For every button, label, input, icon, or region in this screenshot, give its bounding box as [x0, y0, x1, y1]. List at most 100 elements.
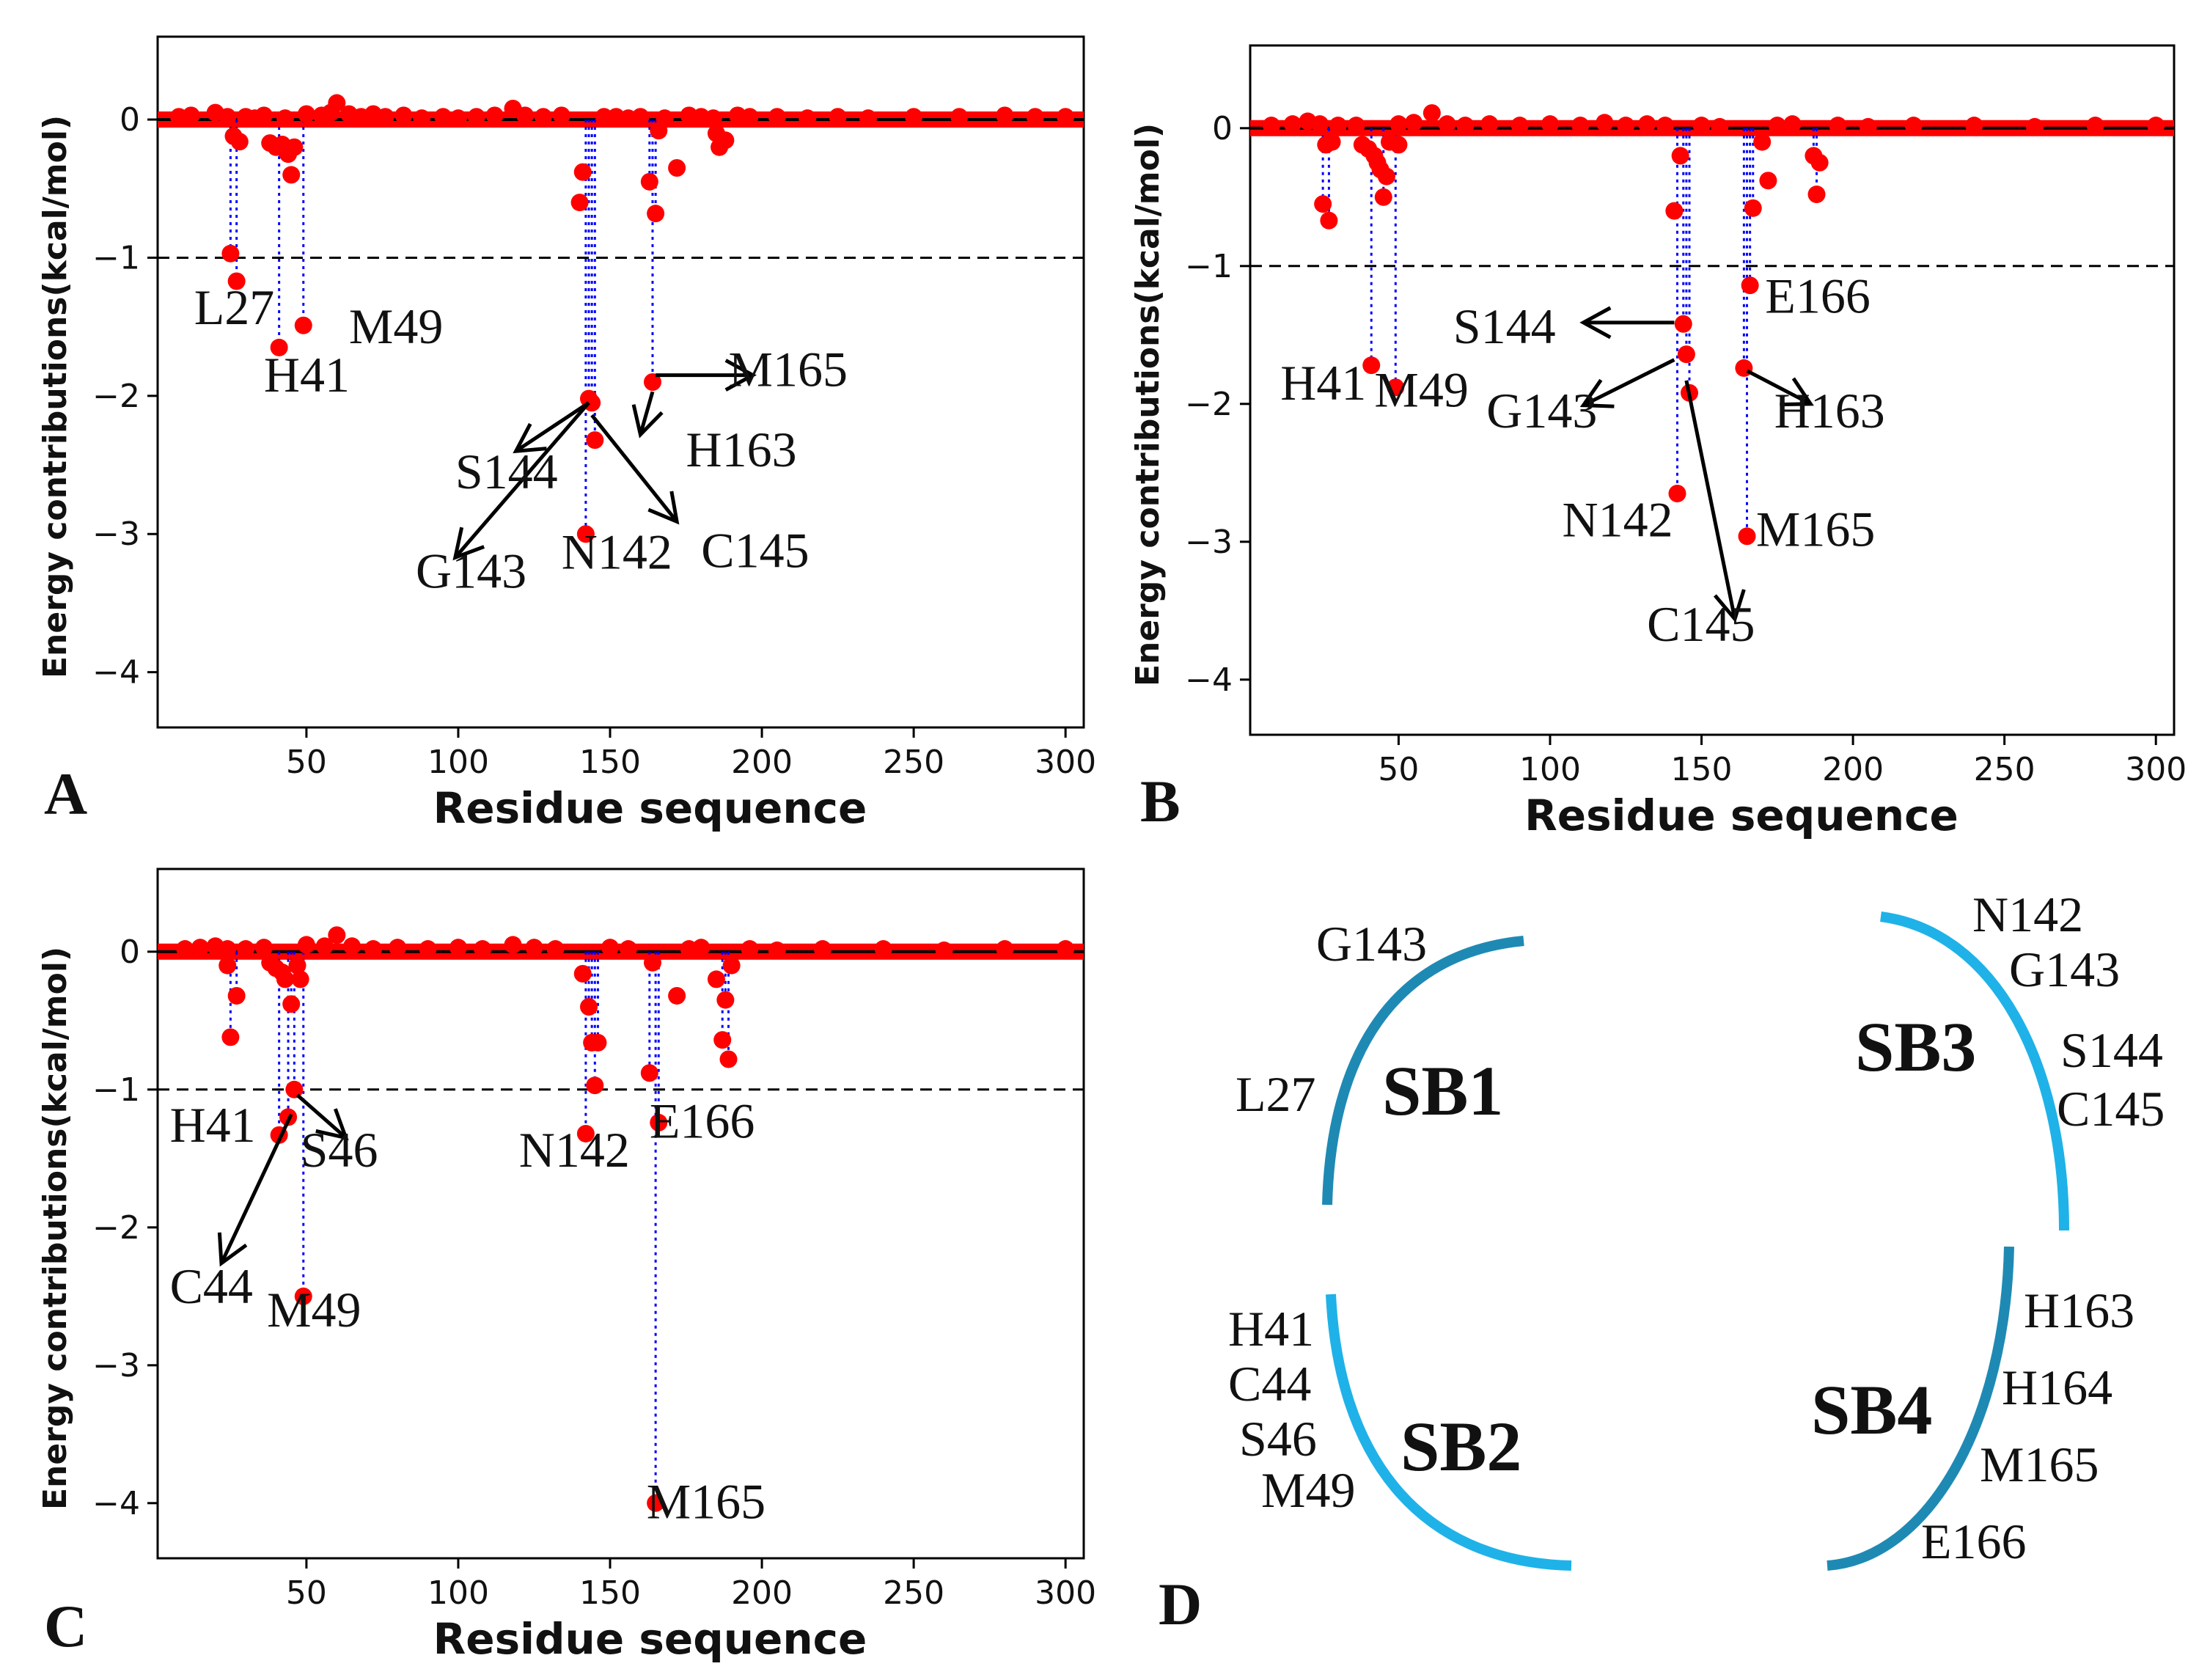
data-point	[1859, 117, 1877, 136]
y-tick-label: −2	[92, 378, 140, 415]
data-point	[713, 1031, 732, 1049]
x-tick-label: 50	[1378, 751, 1419, 788]
data-point	[282, 995, 301, 1013]
residue-label: M49	[349, 298, 443, 354]
data-point	[874, 940, 892, 958]
data-point	[474, 940, 492, 958]
x-tick-label: 100	[1519, 751, 1581, 788]
annotation-arrowhead	[315, 1108, 349, 1141]
data-point	[576, 1124, 595, 1142]
data-point	[1571, 117, 1590, 135]
data-point	[692, 939, 711, 957]
residue-label: H41	[1280, 355, 1366, 411]
data-point	[294, 316, 312, 334]
y-tick-label: −3	[92, 1347, 140, 1384]
y-tick-label: −1	[92, 1071, 140, 1109]
y-axis-label: Energy contributions(kcal/mol)	[1129, 123, 1167, 686]
data-point	[1283, 115, 1302, 133]
sb1-residue: G143	[1316, 916, 1427, 972]
data-point	[829, 108, 847, 126]
data-point	[1057, 108, 1075, 126]
x-tick-label: 150	[579, 1574, 641, 1612]
subsite-diagram: SB1 SB2 SB3 SB4 G143 L27 H41 C44 S46 M49…	[1228, 887, 2165, 1571]
data-point	[722, 956, 741, 975]
data-point	[328, 926, 346, 944]
sb3-arc	[1880, 911, 2069, 1231]
data-point	[1768, 117, 1786, 135]
data-point	[227, 986, 246, 1005]
annotation-arrowhead	[1579, 378, 1615, 408]
residue-label: M49	[1374, 362, 1468, 418]
y-tick-label: 0	[120, 933, 140, 971]
data-point	[2147, 117, 2165, 135]
data-point	[504, 936, 522, 954]
data-point	[534, 108, 552, 126]
data-point	[1314, 195, 1332, 213]
data-point	[799, 109, 817, 128]
annotation-arrow	[1582, 358, 1675, 407]
panel-letter-c: C	[44, 1593, 87, 1659]
data-point	[1753, 133, 1772, 151]
data-point	[1389, 136, 1408, 154]
data-point	[573, 163, 592, 181]
data-point	[586, 431, 604, 450]
data-point	[1783, 115, 1802, 133]
data-point	[1480, 115, 1499, 133]
plot-frame	[1249, 44, 2176, 736]
data-point	[631, 108, 650, 126]
data-point	[1759, 172, 1777, 190]
y-axis-label: Energy contributions(kcal/mol)	[37, 115, 74, 678]
y-tick-label: −3	[1185, 524, 1233, 561]
x-tick-label: 200	[1822, 751, 1884, 788]
plot-frame	[156, 867, 1085, 1560]
data-point	[230, 133, 249, 151]
data-point	[1323, 133, 1341, 151]
sb2-label: SB2	[1400, 1407, 1521, 1486]
sb4-residue: H163	[2024, 1283, 2134, 1338]
data-point	[413, 109, 431, 128]
data-point	[343, 937, 361, 955]
sb3-residue: C145	[2057, 1081, 2165, 1137]
data-point	[1807, 186, 1826, 204]
y-tick-label: −1	[1185, 248, 1233, 285]
annotation-arrow	[219, 1113, 293, 1264]
data-point	[1510, 117, 1529, 135]
data-point	[1374, 188, 1392, 206]
data-point	[1904, 117, 1923, 135]
data-point	[1671, 147, 1689, 165]
annotation-arrow	[1684, 380, 1737, 620]
x-tick-label: 150	[1671, 751, 1733, 788]
annotation-arrowhead	[647, 491, 680, 525]
data-point	[1829, 117, 1847, 135]
residue-label: G143	[1486, 383, 1597, 439]
data-point	[191, 939, 209, 957]
sb4-arc	[1827, 1246, 2014, 1571]
data-point	[1405, 114, 1423, 132]
data-point	[1541, 115, 1559, 133]
sb3-label: SB3	[1855, 1008, 1976, 1086]
data-point	[485, 106, 504, 125]
residue-label: S46	[301, 1122, 378, 1178]
data-point	[467, 108, 485, 126]
data-point	[254, 106, 273, 125]
y-axis-label: Energy contributions(kcal/mol)	[37, 947, 74, 1510]
data-point	[219, 940, 237, 958]
data-point	[650, 122, 668, 140]
data-point	[297, 936, 315, 954]
x-tick-label: 250	[883, 1574, 944, 1612]
data-point	[1965, 117, 1983, 135]
data-point	[291, 970, 309, 988]
data-point	[328, 94, 346, 112]
data-point	[219, 108, 237, 126]
data-point	[394, 106, 413, 125]
residue-label: C44	[170, 1258, 253, 1314]
data-point	[525, 939, 543, 957]
data-point	[1438, 115, 1456, 133]
sb3-residue: S144	[2060, 1022, 2163, 1078]
y-tick-label: −4	[1185, 661, 1233, 699]
sb4-label: SB4	[1811, 1371, 1932, 1449]
data-point	[288, 956, 306, 975]
data-point	[237, 940, 255, 958]
data-point	[859, 109, 877, 128]
data-point	[1744, 199, 1762, 217]
